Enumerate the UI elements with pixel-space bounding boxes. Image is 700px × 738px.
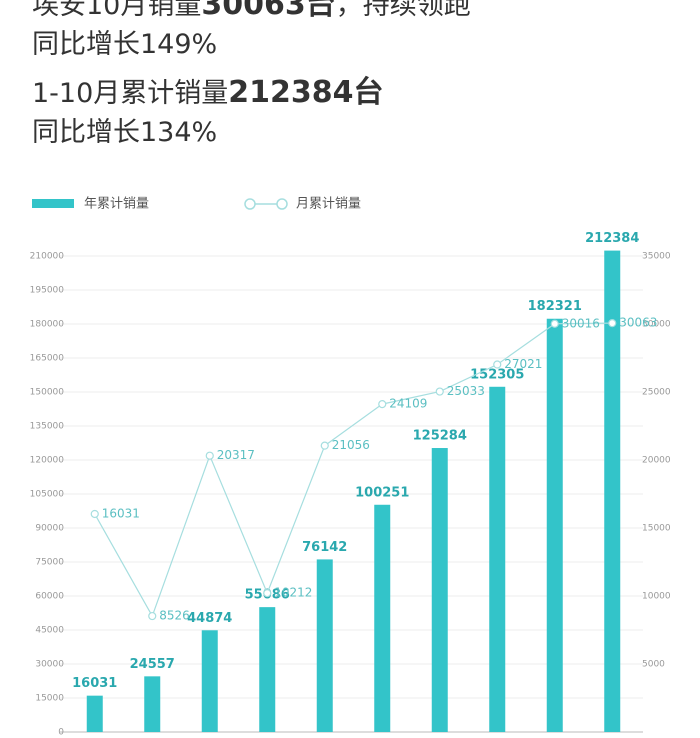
line-value-label: 30063	[619, 316, 657, 330]
bar-value-label: 76142	[302, 540, 347, 555]
y2-tick-label: 25000	[642, 388, 671, 398]
legend-swatch	[32, 199, 74, 208]
y-tick-label: 75000	[35, 558, 64, 568]
bar-value-label: 16031	[72, 676, 117, 691]
y2-tick-label: 15000	[642, 524, 671, 534]
y-tick-label: 210000	[30, 252, 65, 262]
bar	[489, 386, 506, 732]
headline-text: ，持续领跑	[335, 0, 471, 21]
headline-text: 埃安10月销量	[32, 0, 202, 21]
y-tick-label: 120000	[30, 456, 65, 466]
line-marker	[205, 451, 214, 460]
bar-value-label: 212384	[585, 231, 639, 246]
bar-value-label: 100251	[355, 485, 409, 500]
line-marker	[378, 400, 387, 409]
legend-label: 年累计销量	[84, 197, 149, 212]
bar	[431, 448, 448, 732]
y2-tick-label: 10000	[642, 592, 671, 602]
line-marker	[608, 319, 617, 328]
y-tick-label: 135000	[30, 422, 65, 432]
legend-label: 月累计销量	[296, 197, 361, 212]
line-value-label: 16031	[102, 506, 140, 520]
subline: 同比增长149%	[32, 29, 218, 60]
bar-value-label: 182321	[528, 299, 582, 314]
y-tick-label: 195000	[30, 286, 65, 296]
bar	[374, 504, 391, 732]
line-marker	[493, 360, 502, 369]
bar-value-label: 125284	[413, 429, 467, 444]
line-value-label: 24109	[389, 397, 427, 411]
line-value-label: 10212	[274, 586, 312, 600]
bar	[259, 607, 276, 732]
line-value-label: 25033	[447, 384, 485, 398]
bar	[201, 630, 218, 732]
line	[94, 322, 613, 618]
subline-bold: 212384台	[228, 75, 384, 110]
y-tick-label: 150000	[30, 388, 65, 398]
y2-tick-label: 20000	[642, 456, 671, 466]
bar	[144, 676, 161, 732]
y-tick-label: 45000	[35, 626, 64, 636]
y2-tick-label: 35000	[642, 252, 671, 262]
legend-marker	[276, 198, 288, 210]
subline-text: 1-10月累计销量	[32, 78, 229, 109]
bar	[316, 559, 333, 732]
line-marker	[435, 387, 444, 396]
bar-value-label: 24557	[130, 657, 175, 672]
y-tick-label: 180000	[30, 320, 65, 330]
line-value-label: 21056	[332, 438, 370, 452]
line-value-label: 20317	[217, 448, 255, 462]
bar	[546, 318, 563, 732]
bar	[86, 695, 103, 732]
line-marker	[550, 319, 559, 328]
y-tick-label: 15000	[35, 694, 64, 704]
subline: 同比增长134%	[32, 117, 218, 148]
y-tick-label: 30000	[35, 660, 64, 670]
y-tick-label: 105000	[30, 490, 65, 500]
bar-value-label: 44874	[187, 611, 232, 626]
line-value-label: 8526	[159, 609, 190, 623]
headline-bold: 30063台	[201, 0, 336, 22]
line-marker	[263, 589, 272, 598]
headline: 埃安10月销量30063台，持续领跑	[32, 0, 471, 23]
y-tick-label: 0	[58, 728, 64, 738]
line-marker	[148, 611, 157, 621]
subline: 1-10月累计销量212384台	[32, 76, 384, 111]
line-marker	[90, 509, 99, 519]
y2-tick-label: 5000	[642, 660, 665, 670]
y2-tick-label: 30000	[642, 320, 671, 330]
bar	[604, 250, 621, 733]
y-tick-label: 90000	[35, 524, 64, 534]
y-tick-label: 60000	[35, 592, 64, 602]
line-value-label: 27021	[504, 357, 542, 371]
y-tick-label: 165000	[30, 354, 65, 364]
line-value-label: 30016	[562, 316, 600, 330]
line-marker	[320, 441, 329, 450]
legend-marker	[244, 198, 256, 210]
